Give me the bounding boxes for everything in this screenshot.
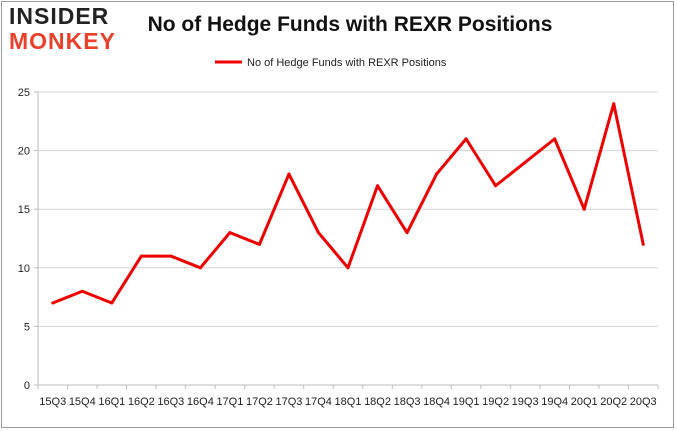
insider-monkey-logo: INSIDER MONKEY xyxy=(9,5,127,55)
data-point xyxy=(139,254,143,258)
data-point xyxy=(494,184,498,188)
data-point xyxy=(198,266,202,270)
y-tick-label: 15 xyxy=(18,204,30,216)
data-point xyxy=(405,231,409,235)
data-point xyxy=(523,160,527,164)
x-tick-label: 19Q3 xyxy=(512,396,539,408)
x-tick-label: 19Q4 xyxy=(541,396,568,408)
x-tick-label: 16Q3 xyxy=(157,396,184,408)
x-axis-ticks: 15Q3 15Q4 16Q1 16Q2 16Q3 16Q4 17Q1 17Q2 17Q3 17Q4… xyxy=(37,385,659,408)
x-tick-label: 17Q2 xyxy=(246,396,273,408)
data-point xyxy=(435,172,439,176)
data-point xyxy=(641,242,645,246)
legend: No of Hedge Funds with REXR Positions xyxy=(215,57,447,69)
x-tick-label: 20Q2 xyxy=(600,396,627,408)
x-tick-label: 16Q1 xyxy=(98,396,125,408)
data-point xyxy=(51,301,55,305)
x-tick-label: 18Q1 xyxy=(335,396,362,408)
x-tick-label: 20Q3 xyxy=(630,396,657,408)
y-axis-ticks: 0 5 10 15 20 25 xyxy=(18,87,38,392)
logo-line-1: INSIDER xyxy=(9,3,110,29)
data-point xyxy=(553,137,557,141)
x-tick-label: 19Q2 xyxy=(482,396,509,408)
x-tick-label: 16Q4 xyxy=(187,396,214,408)
x-tick-label: 15Q4 xyxy=(69,396,96,408)
x-tick-label: 18Q4 xyxy=(423,396,450,408)
x-tick-label: 20Q1 xyxy=(571,396,598,408)
y-tick-label: 0 xyxy=(24,380,30,392)
data-point xyxy=(316,231,320,235)
x-tick-label: 17Q1 xyxy=(216,396,243,408)
data-point xyxy=(80,289,84,293)
y-tick-label: 20 xyxy=(18,146,30,158)
data-point xyxy=(169,254,173,258)
data-point xyxy=(464,137,468,141)
legend-label: No of Hedge Funds with REXR Positions xyxy=(247,57,447,69)
x-tick-label: 18Q2 xyxy=(364,396,391,408)
x-tick-label: 17Q3 xyxy=(275,396,302,408)
logo-line-2: MONKEY xyxy=(9,28,116,54)
data-point xyxy=(228,231,232,235)
grid-lines xyxy=(38,91,658,327)
x-tick-label: 17Q4 xyxy=(305,396,332,408)
data-point xyxy=(612,102,616,106)
x-tick-label: 18Q3 xyxy=(394,396,421,408)
y-tick-label: 5 xyxy=(24,321,30,333)
data-point xyxy=(376,184,380,188)
y-tick-label: 25 xyxy=(18,87,30,99)
data-point xyxy=(582,207,586,211)
series-line xyxy=(52,102,645,305)
data-point xyxy=(287,172,291,176)
y-tick-label: 10 xyxy=(18,263,30,275)
data-point xyxy=(110,301,114,305)
x-tick-label: 19Q1 xyxy=(453,396,480,408)
data-point xyxy=(257,242,261,246)
x-tick-label: 15Q3 xyxy=(39,396,66,408)
x-tick-label: 16Q2 xyxy=(128,396,155,408)
chart-title: No of Hedge Funds with REXR Positions xyxy=(147,13,553,36)
series-group xyxy=(51,102,645,305)
data-point xyxy=(346,266,350,270)
